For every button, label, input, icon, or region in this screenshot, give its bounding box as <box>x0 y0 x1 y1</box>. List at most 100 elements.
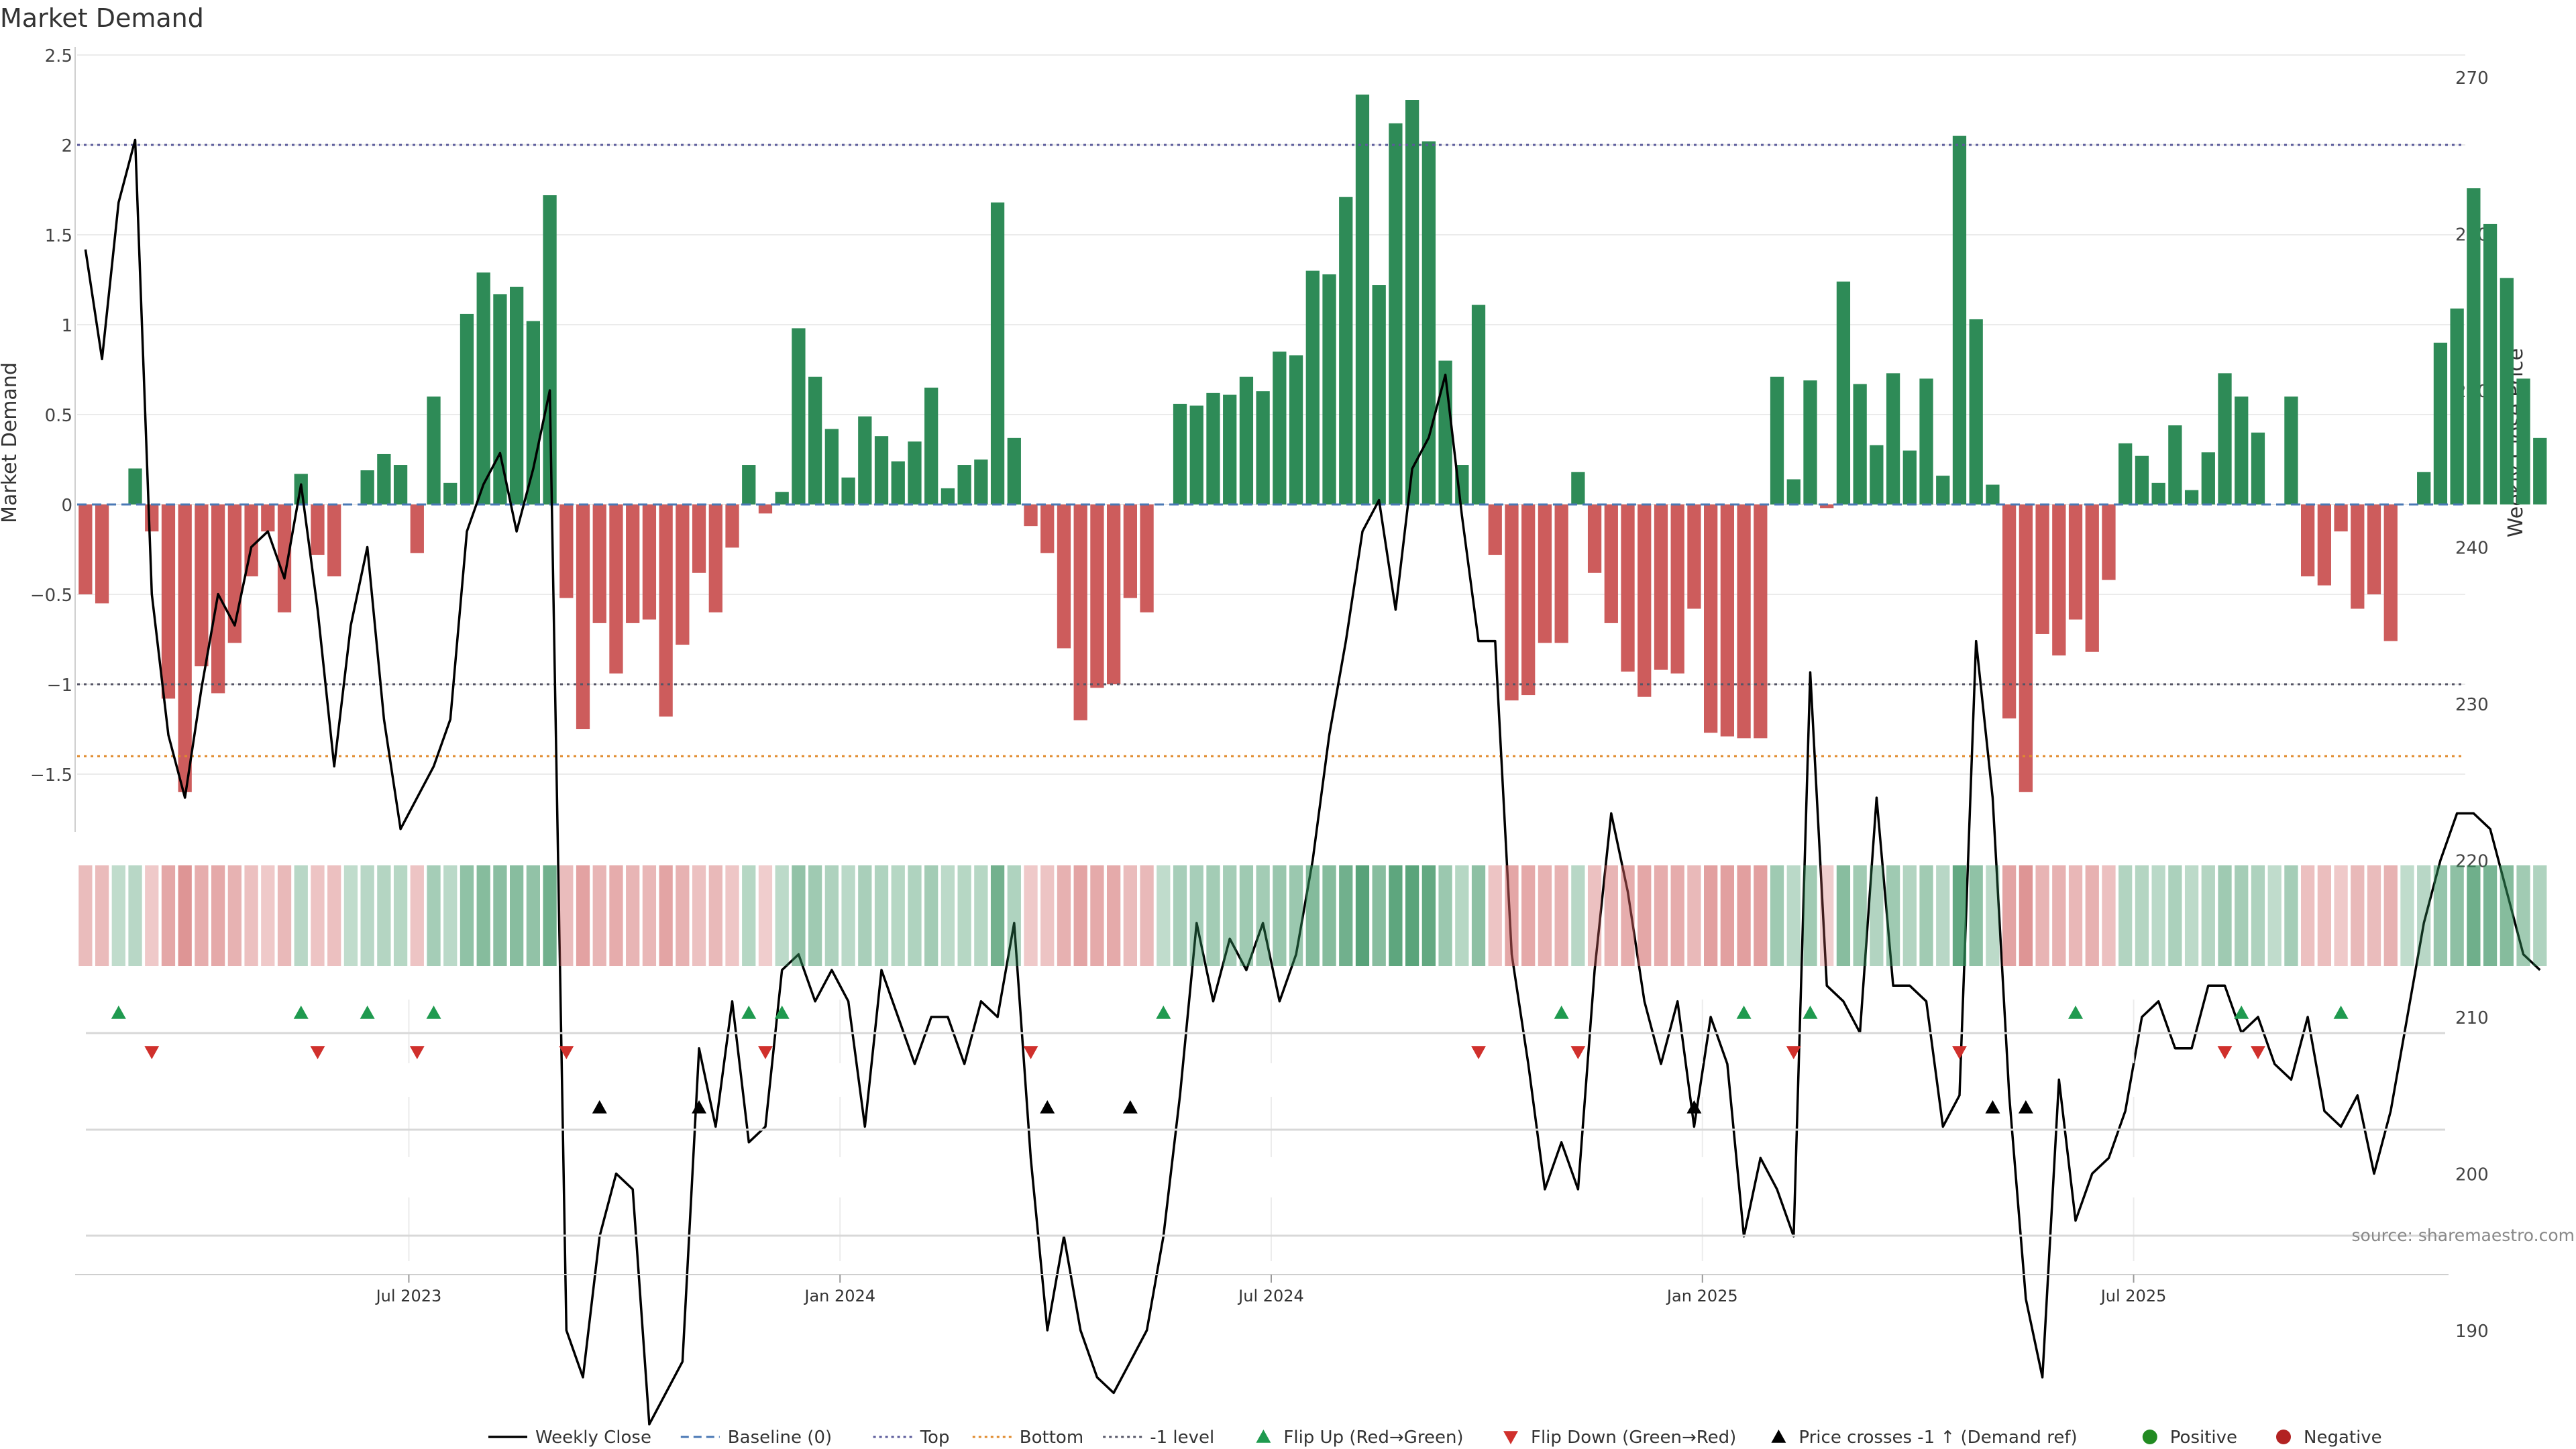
demand-bar <box>443 482 458 504</box>
heat-cell <box>493 865 507 966</box>
flip-down-marker <box>1951 1046 1967 1059</box>
heat-cell <box>543 865 557 966</box>
demand-bar <box>128 468 142 504</box>
demand-bar <box>1886 373 1900 504</box>
heat-cell <box>908 865 922 966</box>
y-axis-label: Market Demand <box>0 362 21 523</box>
legend-label: Price crosses -1 ↑ (Demand ref) <box>1799 1428 2077 1448</box>
heat-cell <box>1505 865 1519 966</box>
demand-bar <box>642 504 657 620</box>
demand-bar <box>327 504 341 577</box>
demand-bar <box>2467 188 2481 504</box>
heat-cell <box>1754 865 1768 966</box>
demand-bar <box>476 272 490 504</box>
legend-swatch-dot-red <box>2276 1430 2291 1444</box>
heat-cell <box>1803 865 1817 966</box>
heat-cell <box>1836 865 1851 966</box>
heat-cell <box>941 865 955 966</box>
y-tick-label: −1 <box>47 676 72 696</box>
demand-bar <box>1754 504 1768 739</box>
demand-bar <box>2085 504 2099 652</box>
demand-bar <box>2151 482 2165 504</box>
demand-bar <box>1057 504 1071 649</box>
demand-bar <box>891 461 905 504</box>
heat-cell <box>1421 865 1436 966</box>
demand-bar <box>626 504 640 623</box>
legend-swatch-dot-green <box>2142 1430 2157 1444</box>
heat-cell <box>1305 865 1320 966</box>
heat-cell <box>294 865 308 966</box>
demand-bar <box>974 460 988 504</box>
heat-cell <box>808 865 822 966</box>
heat-cell <box>1355 865 1370 966</box>
heat-cell <box>2135 865 2149 966</box>
heat-cell <box>2235 865 2249 966</box>
demand-bar <box>2317 504 2331 586</box>
demand-bar <box>1173 403 1187 504</box>
demand-bar <box>775 492 789 504</box>
chart-title: Market Demand <box>0 3 204 33</box>
heat-cell <box>1090 865 1104 966</box>
heat-cell <box>2317 865 2331 966</box>
heat-cell <box>2533 865 2547 966</box>
heat-cell <box>510 865 524 966</box>
demand-bar <box>311 504 325 555</box>
demand-bar <box>676 504 690 645</box>
demand-bar <box>1720 504 1734 737</box>
legend-item: Negative <box>2276 1428 2382 1448</box>
demand-bar <box>1024 504 1038 527</box>
demand-bar <box>1737 504 1751 739</box>
heat-cell <box>1521 865 1536 966</box>
heat-cell <box>2052 865 2066 966</box>
heat-cell <box>1157 865 1171 966</box>
demand-bar <box>1853 384 1867 504</box>
demand-bar <box>808 376 822 504</box>
heat-cell <box>1986 865 2000 966</box>
heat-cell <box>1770 865 1784 966</box>
heat-cell <box>1670 865 1684 966</box>
demand-bar <box>1621 504 1635 672</box>
heat-cell <box>1123 865 1137 966</box>
heat-cell <box>95 865 109 966</box>
flip-up-marker <box>2333 1006 2349 1019</box>
heat-cell <box>2516 865 2530 966</box>
heat-cell <box>1189 865 1203 966</box>
heat-cell <box>2334 865 2348 966</box>
demand-bar <box>659 504 673 717</box>
y-tick-label: 1.5 <box>45 226 72 246</box>
demand-bar <box>2433 342 2448 504</box>
demand-bar <box>1638 504 1652 697</box>
heat-cell <box>460 865 474 966</box>
demand-bar <box>1505 504 1519 701</box>
legend-label: Positive <box>2170 1428 2237 1448</box>
demand-bar <box>493 294 507 504</box>
heat-cell <box>1969 865 1983 966</box>
heat-cell <box>128 865 142 966</box>
x-tick-label: Jul 2025 <box>2100 1287 2167 1305</box>
price-cross-marker <box>1122 1100 1138 1114</box>
demand-bar <box>2483 223 2498 504</box>
heat-cell <box>1737 865 1751 966</box>
demand-bar <box>2500 278 2514 504</box>
heat-cell <box>2019 865 2033 966</box>
demand-bar <box>2052 504 2066 656</box>
flip-down-marker <box>310 1046 325 1059</box>
heat-cell <box>1587 865 1602 966</box>
demand-bar <box>2184 490 2199 504</box>
heat-cell <box>1040 865 1055 966</box>
heat-cell <box>2251 865 2265 966</box>
demand-bar <box>1123 504 1137 598</box>
heat-cell <box>2168 865 2182 966</box>
heat-cell <box>891 865 905 966</box>
demand-bar <box>1223 394 1237 504</box>
price-cross-marker <box>592 1100 607 1114</box>
demand-bar <box>510 286 524 504</box>
heat-cell <box>161 865 176 966</box>
demand-bar <box>460 313 474 504</box>
demand-bar <box>526 321 540 504</box>
heat-cell <box>1140 865 1154 966</box>
heat-cell <box>2284 865 2298 966</box>
heat-cell <box>443 865 458 966</box>
y-tick-label: 1 <box>61 316 72 336</box>
heat-cell <box>824 865 839 966</box>
